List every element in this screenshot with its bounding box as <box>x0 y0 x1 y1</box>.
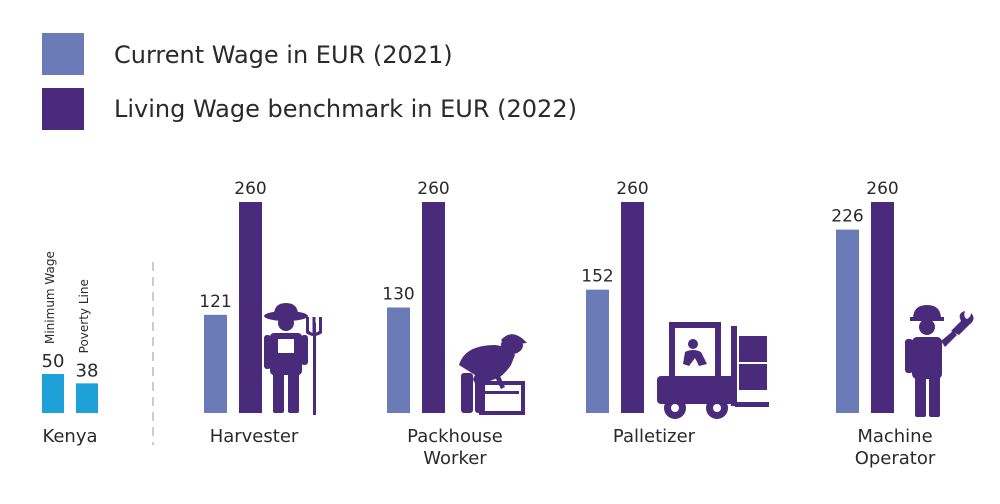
value-label-current-packhouse-worker: 130 <box>382 285 414 305</box>
legend-swatch-current <box>42 33 84 75</box>
category-label-packhouse-worker-line-1: Packhouse <box>407 426 503 447</box>
kenya-label-minimum-wage: Minimum Wage <box>43 251 57 344</box>
category-label-palletizer: Palletizer <box>613 426 696 447</box>
bar-living-machine-operator <box>871 202 894 413</box>
value-label-living-machine-operator: 260 <box>866 179 898 199</box>
packhouse-worker-icon <box>459 334 527 415</box>
category-label-machine-operator-line-1: Machine <box>857 426 932 447</box>
value-label-living-palletizer: 260 <box>616 179 648 199</box>
value-label-current-machine-operator: 226 <box>831 207 863 227</box>
legend-swatch-living <box>42 88 84 130</box>
value-label-current-palletizer: 152 <box>581 267 613 287</box>
legend-label-living: Living Wage benchmark in EUR (2022) <box>114 95 577 123</box>
bar-current-harvester <box>204 314 227 413</box>
kenya-value-poverty-line: 38 <box>76 360 99 381</box>
legend-label-current: Current Wage in EUR (2021) <box>114 41 453 69</box>
kenya-label: Kenya <box>42 426 97 447</box>
value-label-current-harvester: 121 <box>199 292 231 312</box>
bar-current-palletizer <box>586 289 609 413</box>
bar-current-machine-operator <box>836 229 859 413</box>
kenya-value-minimum-wage: 50 <box>42 351 65 372</box>
bar-living-harvester <box>239 202 262 413</box>
value-label-living-harvester: 260 <box>234 179 266 199</box>
bar-living-palletizer <box>621 202 644 413</box>
category-label-machine-operator-line-2: Operator <box>855 448 936 469</box>
category-label-harvester: Harvester <box>210 426 299 447</box>
bar-current-packhouse-worker <box>387 307 410 413</box>
bar-living-packhouse-worker <box>422 202 445 413</box>
value-label-living-packhouse-worker: 260 <box>417 179 449 199</box>
category-label-packhouse-worker-line-2: Worker <box>423 448 487 469</box>
kenya-bar-minimum-wage <box>42 374 64 413</box>
kenya-label-poverty-line: Poverty Line <box>77 279 91 353</box>
kenya-reference: 50 Minimum Wage 38 Poverty Line Kenya <box>42 251 99 447</box>
forklift-icon <box>657 322 769 419</box>
farmer-icon <box>264 303 322 415</box>
legend: Current Wage in EUR (2021) Living Wage b… <box>42 33 577 130</box>
machine-operator-icon <box>905 305 974 417</box>
kenya-bar-poverty-line <box>76 383 98 413</box>
